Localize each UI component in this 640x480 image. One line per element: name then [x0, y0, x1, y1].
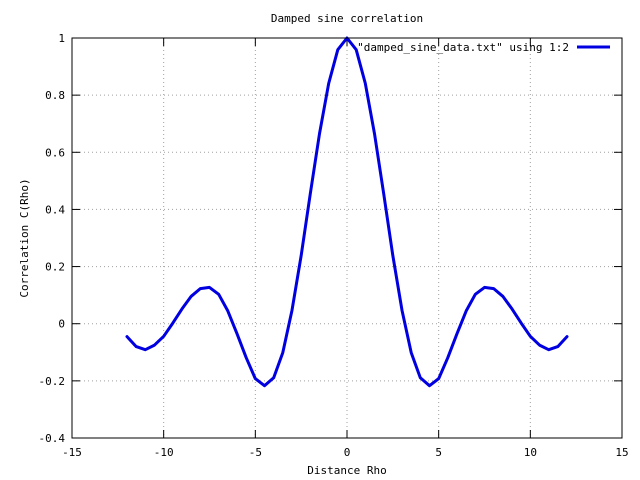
legend-label: "damped_sine_data.txt" using 1:2	[357, 41, 569, 54]
y-tick-label: -0.2	[39, 375, 66, 388]
plot-frame	[71, 37, 623, 439]
y-tick-label: 0.4	[45, 203, 65, 216]
y-axis-label: Correlation C(Rho)	[18, 178, 31, 297]
x-tick-labels: -15 -10 -5 0 5 10 15	[62, 446, 629, 459]
x-tick-label: -10	[154, 446, 174, 459]
x-tick-label: -15	[62, 446, 82, 459]
x-tick-label: 15	[615, 446, 628, 459]
y-tick-label: 0.2	[45, 261, 65, 274]
y-tick-labels: -0.4 -0.2 0 0.2 0.4 0.6 0.8 1	[39, 32, 66, 445]
y-tick-label: -0.4	[39, 432, 66, 445]
x-tick-label: 10	[524, 446, 537, 459]
x-tick-label: -5	[249, 446, 262, 459]
x-tick-label: 5	[435, 446, 442, 459]
x-axis-label: Distance Rho	[307, 464, 386, 477]
x-tick-label: 0	[344, 446, 351, 459]
y-tick-label: 0.8	[45, 89, 65, 102]
chart-title: Damped sine correlation	[271, 12, 423, 25]
y-tick-label: 1	[58, 32, 65, 45]
grid-lines	[72, 38, 622, 438]
y-tick-label: 0	[58, 318, 65, 331]
legend: "damped_sine_data.txt" using 1:2	[357, 41, 610, 54]
y-tick-label: 0.6	[45, 146, 65, 159]
